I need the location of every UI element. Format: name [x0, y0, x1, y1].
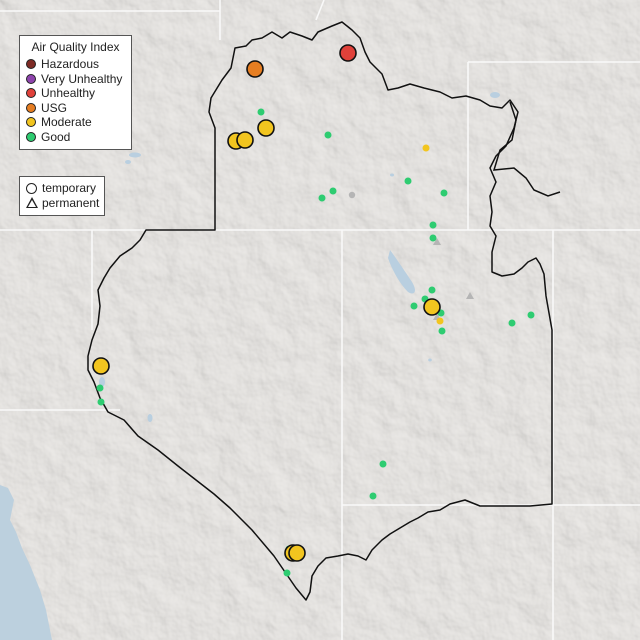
legend-title: Air Quality Index	[31, 40, 120, 54]
river-boundary-east	[492, 101, 561, 197]
permanent-label: permanent	[42, 195, 100, 210]
legend-label: Moderate	[41, 115, 92, 130]
circle-icon	[26, 182, 37, 194]
legend-label: Hazardous	[41, 57, 100, 72]
large-monitors	[92, 44, 441, 562]
legend-label: Unhealthy	[41, 86, 96, 101]
legend-item-very-unhealthy: Very Unhealthy	[26, 72, 125, 87]
pacific-ocean	[0, 485, 52, 640]
monitor-unhealthy	[339, 44, 357, 62]
monitor-moderate	[423, 298, 441, 316]
legend-label: Very Unhealthy	[41, 71, 123, 86]
lakes	[99, 92, 500, 422]
site-type-legend: temporary permanent	[19, 176, 105, 216]
region-boundary	[87, 21, 553, 601]
moderate-small-monitors	[422, 144, 444, 325]
legend-item-usg: USG	[26, 101, 125, 116]
very-unhealthy-swatch	[26, 73, 36, 84]
moderate-swatch	[26, 117, 36, 128]
legend-item-permanent: permanent	[26, 195, 100, 211]
legend-label: USG	[41, 100, 68, 115]
legend-item-good: Good	[26, 130, 125, 145]
legend-item-unhealthy: Unhealthy	[26, 86, 125, 101]
monitor-moderate	[257, 119, 275, 137]
legend-label: Good	[41, 129, 71, 144]
good-swatch	[26, 131, 36, 142]
monitor-usg	[246, 60, 264, 78]
permanent-monitor	[466, 292, 474, 299]
hazardous-swatch	[26, 59, 36, 70]
permanent-monitor	[433, 238, 441, 245]
aqi-legend: Air Quality Index Hazardous Very Unhealt…	[19, 35, 132, 150]
triangle-icon	[26, 197, 38, 209]
legend-item-hazardous: Hazardous	[26, 57, 125, 72]
legend-item-moderate: Moderate	[26, 115, 125, 130]
legend-item-temporary: temporary	[26, 181, 98, 196]
monitor-moderate	[236, 131, 254, 149]
temporary-label: temporary	[42, 181, 97, 196]
monitor-moderate	[288, 544, 306, 562]
unhealthy-swatch	[26, 88, 36, 99]
monitor-gray	[348, 191, 356, 199]
usg-swatch	[26, 102, 36, 113]
monitor-moderate	[92, 357, 110, 375]
